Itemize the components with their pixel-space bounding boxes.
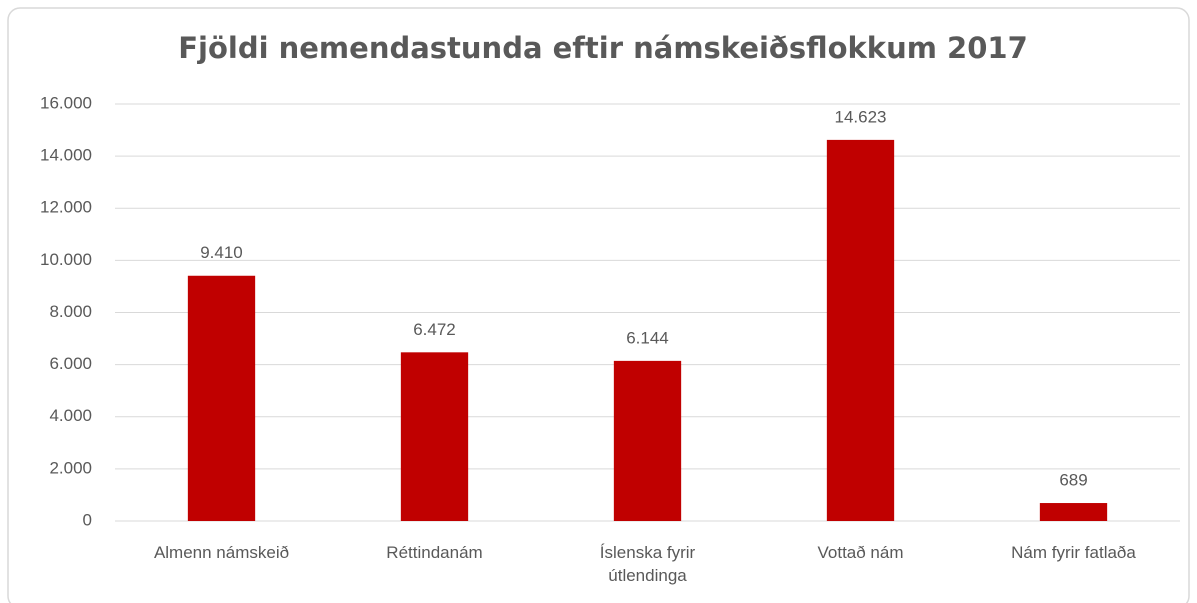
data-label: 6.144 [626,328,669,347]
chart-border [7,7,1190,603]
y-tick-label: 4.000 [49,406,92,425]
x-tick-label: Almenn námskeið [153,543,290,562]
y-tick-label: 14.000 [40,146,92,165]
x-tick-label: Vottað nám [817,543,904,562]
bar [400,352,469,521]
y-tick-label: 8.000 [49,302,92,321]
x-tick-label: Nám fyrir fatlaða [1011,543,1136,562]
y-tick-label: 0 [83,510,92,529]
y-tick-label: 16.000 [40,93,92,112]
y-tick-label: 6.000 [49,354,92,373]
data-label: 14.623 [835,107,887,126]
data-label: 9.410 [200,243,243,262]
y-tick-label: 2.000 [49,458,92,477]
bar [826,139,895,521]
x-tick-label: Réttindanám [386,543,483,562]
y-tick-label: 12.000 [40,198,92,217]
y-tick-label: 10.000 [40,250,92,269]
bar [1039,503,1108,521]
x-tick-label: Íslenska fyrir útlendinga [599,543,696,585]
bar [613,360,682,521]
bar [187,275,256,521]
data-label: 6.472 [413,320,456,339]
chart-title: Fjöldi nemendastunda eftir námskeiðsflok… [178,31,1028,65]
data-label: 689 [1059,471,1087,490]
